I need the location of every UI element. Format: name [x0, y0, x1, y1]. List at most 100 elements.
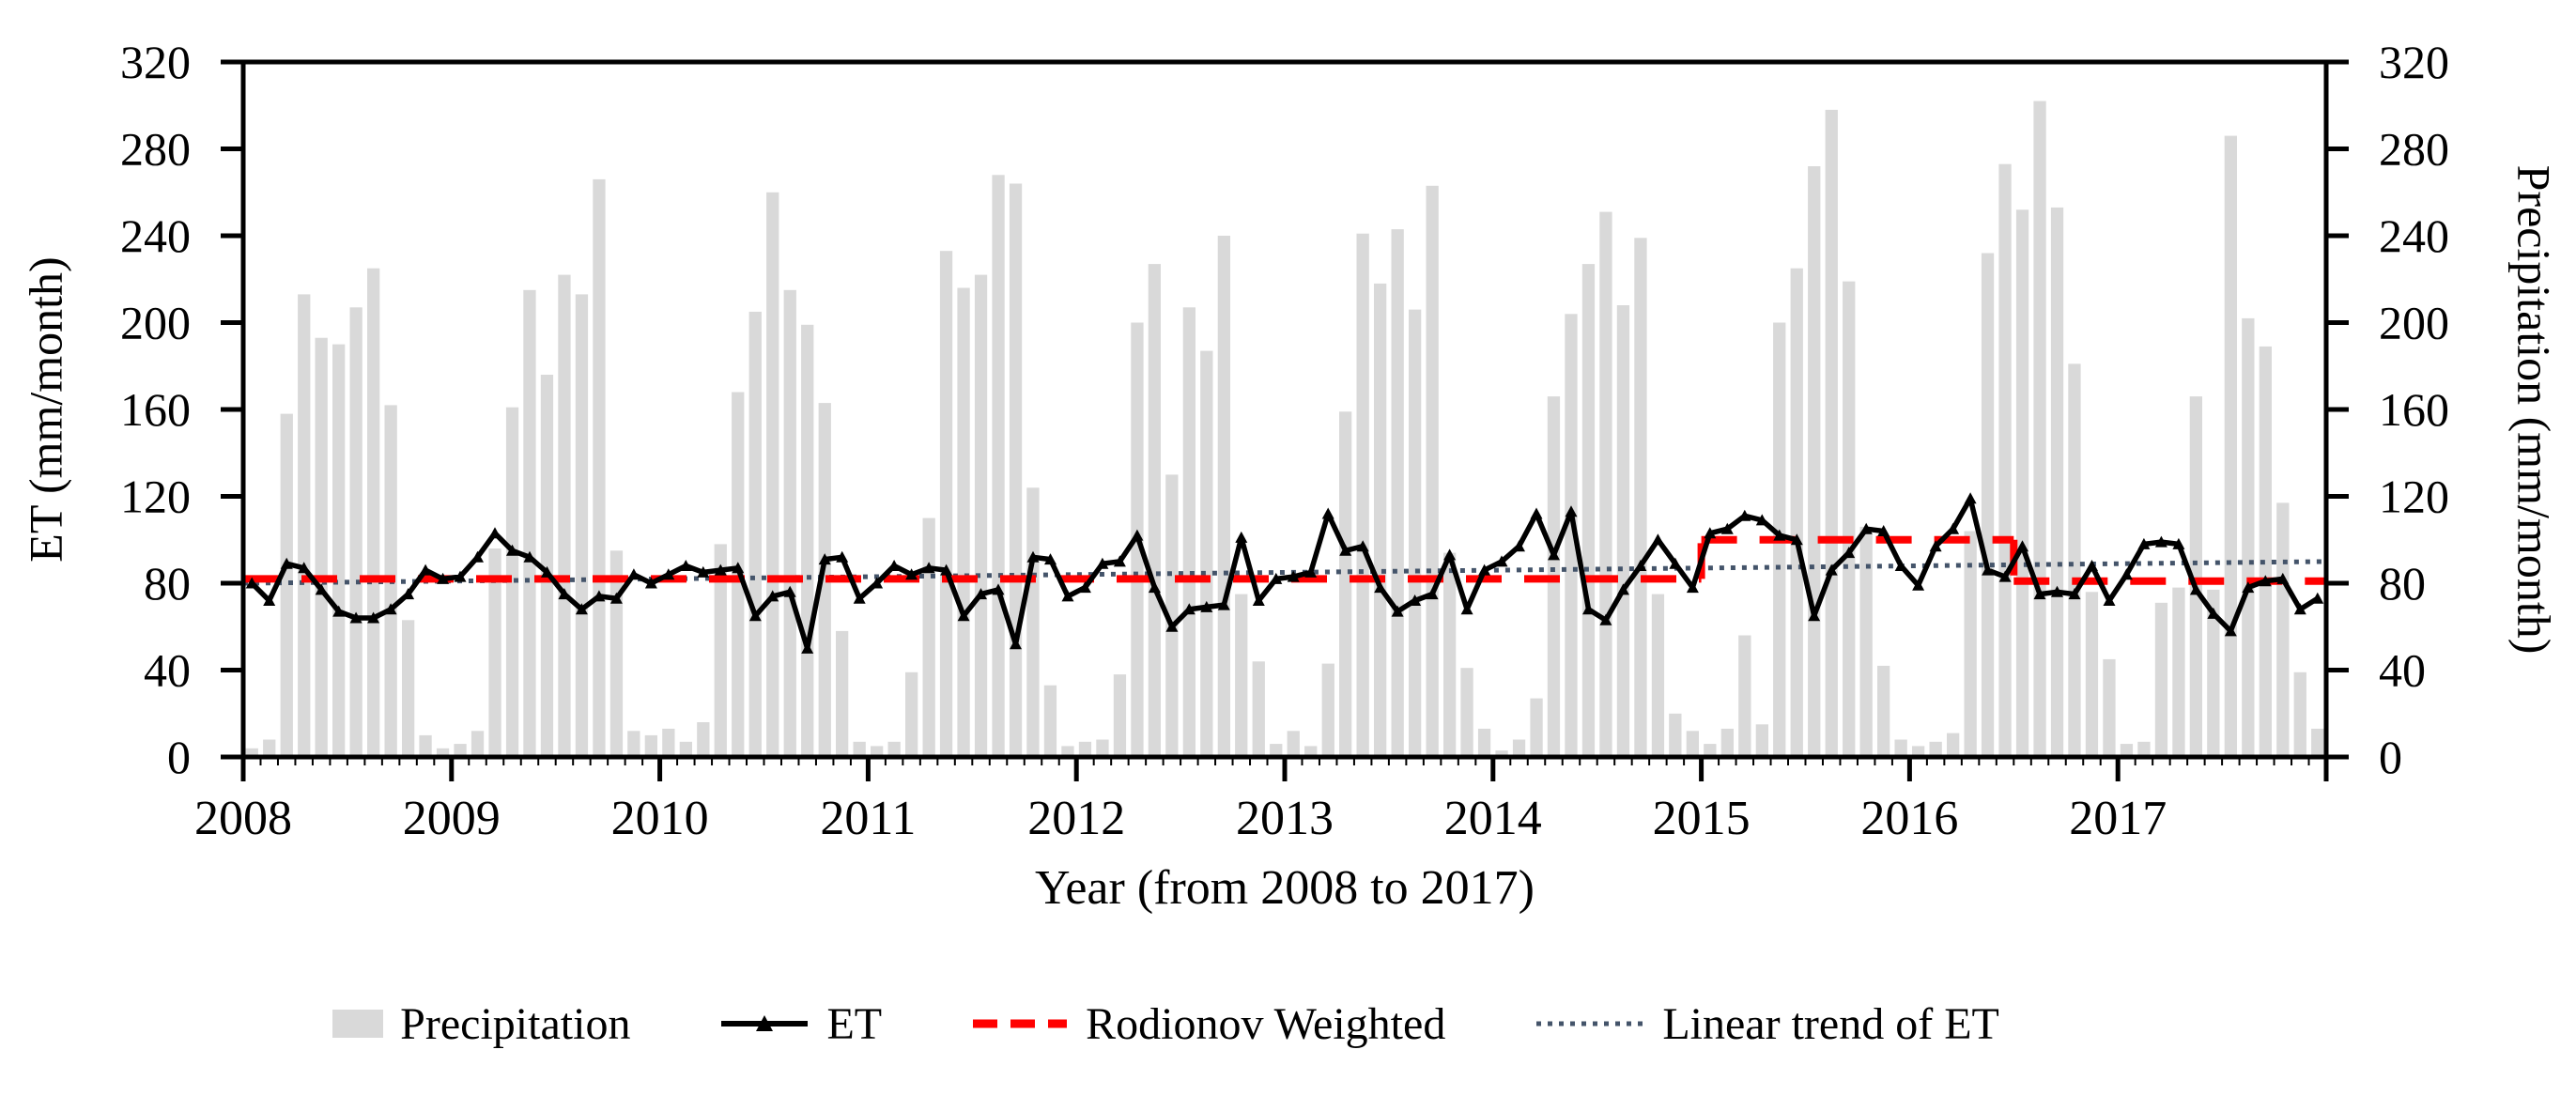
et-marker — [593, 590, 606, 602]
et-marker — [975, 588, 987, 600]
et-marker — [2293, 603, 2306, 615]
precipitation-bar — [1391, 229, 1404, 758]
x-year-label: 2015 — [1653, 792, 1751, 845]
et-marker — [766, 590, 779, 602]
et-marker — [922, 562, 935, 574]
x-year-label: 2016 — [1860, 792, 1958, 845]
et-marker — [2068, 588, 2081, 600]
precipitation-bar — [1843, 281, 1856, 757]
precipitation-bar — [575, 294, 589, 757]
precipitation-bar — [1859, 526, 1873, 757]
x-year-label: 2014 — [1444, 792, 1542, 845]
precipitation-bar — [1409, 309, 1422, 757]
et-marker — [2033, 588, 2046, 600]
legend-item-rodionov: Rodionov Weighted — [971, 998, 1445, 1050]
et-marker — [609, 592, 623, 604]
precipitation-bar — [315, 337, 328, 757]
et-marker — [1530, 507, 1543, 519]
et-marker — [1200, 600, 1213, 612]
y-axis-title-left: ET (mm/month) — [13, 62, 79, 757]
et-marker — [679, 560, 692, 571]
precipitation-bar — [2189, 396, 2202, 757]
precipitation-bar — [644, 734, 657, 757]
y-left-tick-label: 320 — [120, 36, 191, 88]
precipitation-bar — [1929, 741, 1942, 757]
et-marker — [1964, 492, 1977, 504]
et-marker — [2086, 560, 2098, 571]
x-year-label: 2012 — [1027, 792, 1125, 845]
et-marker — [1859, 522, 1873, 534]
precipitation-bar — [922, 517, 935, 757]
precipitation-bar — [1512, 739, 1526, 757]
et-marker — [801, 641, 814, 654]
precipitation-bar — [367, 268, 380, 757]
y-left-tick-label: 120 — [120, 471, 191, 523]
x-year-label: 2011 — [820, 792, 916, 845]
precipitation-bar — [1182, 307, 1195, 757]
et-marker — [2154, 535, 2167, 548]
precipitation-bar — [488, 548, 501, 757]
et-marker — [1235, 531, 1248, 543]
y-right-tick-label: 320 — [2379, 36, 2449, 88]
x-year-label: 2017 — [2069, 792, 2167, 845]
precipitation-bar — [1078, 741, 1092, 757]
et-marker — [2103, 594, 2116, 606]
precipitation-bar — [2172, 587, 2185, 757]
precipitation-bar — [1426, 185, 1439, 758]
trend-dotted-swatch-icon — [1536, 1021, 1644, 1027]
et-marker — [992, 583, 1005, 595]
et-marker — [315, 583, 328, 595]
x-year-label: 2009 — [403, 792, 501, 845]
y-left-tick-label: 240 — [120, 209, 191, 262]
et-marker — [1843, 547, 1856, 559]
precipitation-bar — [2242, 317, 2255, 757]
et-marker — [1982, 563, 1995, 576]
precipitation-bar — [1599, 211, 1612, 758]
y-left-tick-label: 280 — [120, 123, 191, 176]
precipitation-bar — [402, 620, 415, 757]
et-marker — [2120, 568, 2133, 580]
et-marker — [644, 577, 657, 589]
precipitation-bar — [714, 544, 727, 757]
precipitation-bar — [836, 630, 849, 757]
et-marker — [2137, 537, 2151, 549]
et-marker — [1443, 548, 1457, 561]
precipitation-bar — [974, 274, 988, 758]
et-marker — [1165, 620, 1179, 632]
precipitation-bar — [1530, 698, 1543, 757]
et-marker — [2311, 592, 2324, 604]
y-left-tick-label: 160 — [120, 383, 191, 436]
et-marker — [558, 588, 571, 600]
et-marker — [2242, 581, 2255, 594]
precipitation-bar — [1113, 674, 1127, 757]
precipitation-bar — [1339, 411, 1352, 757]
et-marker — [1704, 527, 1717, 539]
y-axis-title-right: Precipitation (mm/month) — [2501, 62, 2567, 757]
et-marker — [367, 611, 380, 624]
precipitation-bar — [2015, 209, 2029, 758]
y-left-tick-label: 200 — [120, 297, 191, 349]
precipitation-bar — [992, 175, 1005, 758]
y-left-tick-label: 40 — [144, 644, 191, 697]
precipitation-bar — [298, 294, 311, 757]
precipitation-bar — [523, 289, 536, 757]
precipitation-bar — [1200, 350, 1213, 757]
et-marker — [2189, 583, 2202, 595]
precipitation-bar — [1669, 713, 1682, 758]
et-marker — [437, 572, 450, 584]
et-marker — [1409, 594, 1422, 606]
precipitation-bar — [1825, 109, 1838, 757]
precipitation-bar — [540, 375, 554, 757]
et-marker — [1634, 560, 1647, 571]
et-marker — [488, 527, 501, 539]
et-marker — [1929, 540, 1942, 552]
linear-trend-line — [242, 559, 2327, 586]
precipitation-bar — [1634, 238, 1647, 758]
precipitation-bar — [1565, 314, 1578, 758]
et-marker — [2224, 625, 2237, 637]
et-marker — [1078, 581, 1091, 594]
precipitation-bar — [1790, 268, 1803, 757]
et-marker — [1773, 529, 1786, 541]
et-marker — [1478, 563, 1491, 576]
y-right-tick-label: 200 — [2379, 297, 2449, 349]
